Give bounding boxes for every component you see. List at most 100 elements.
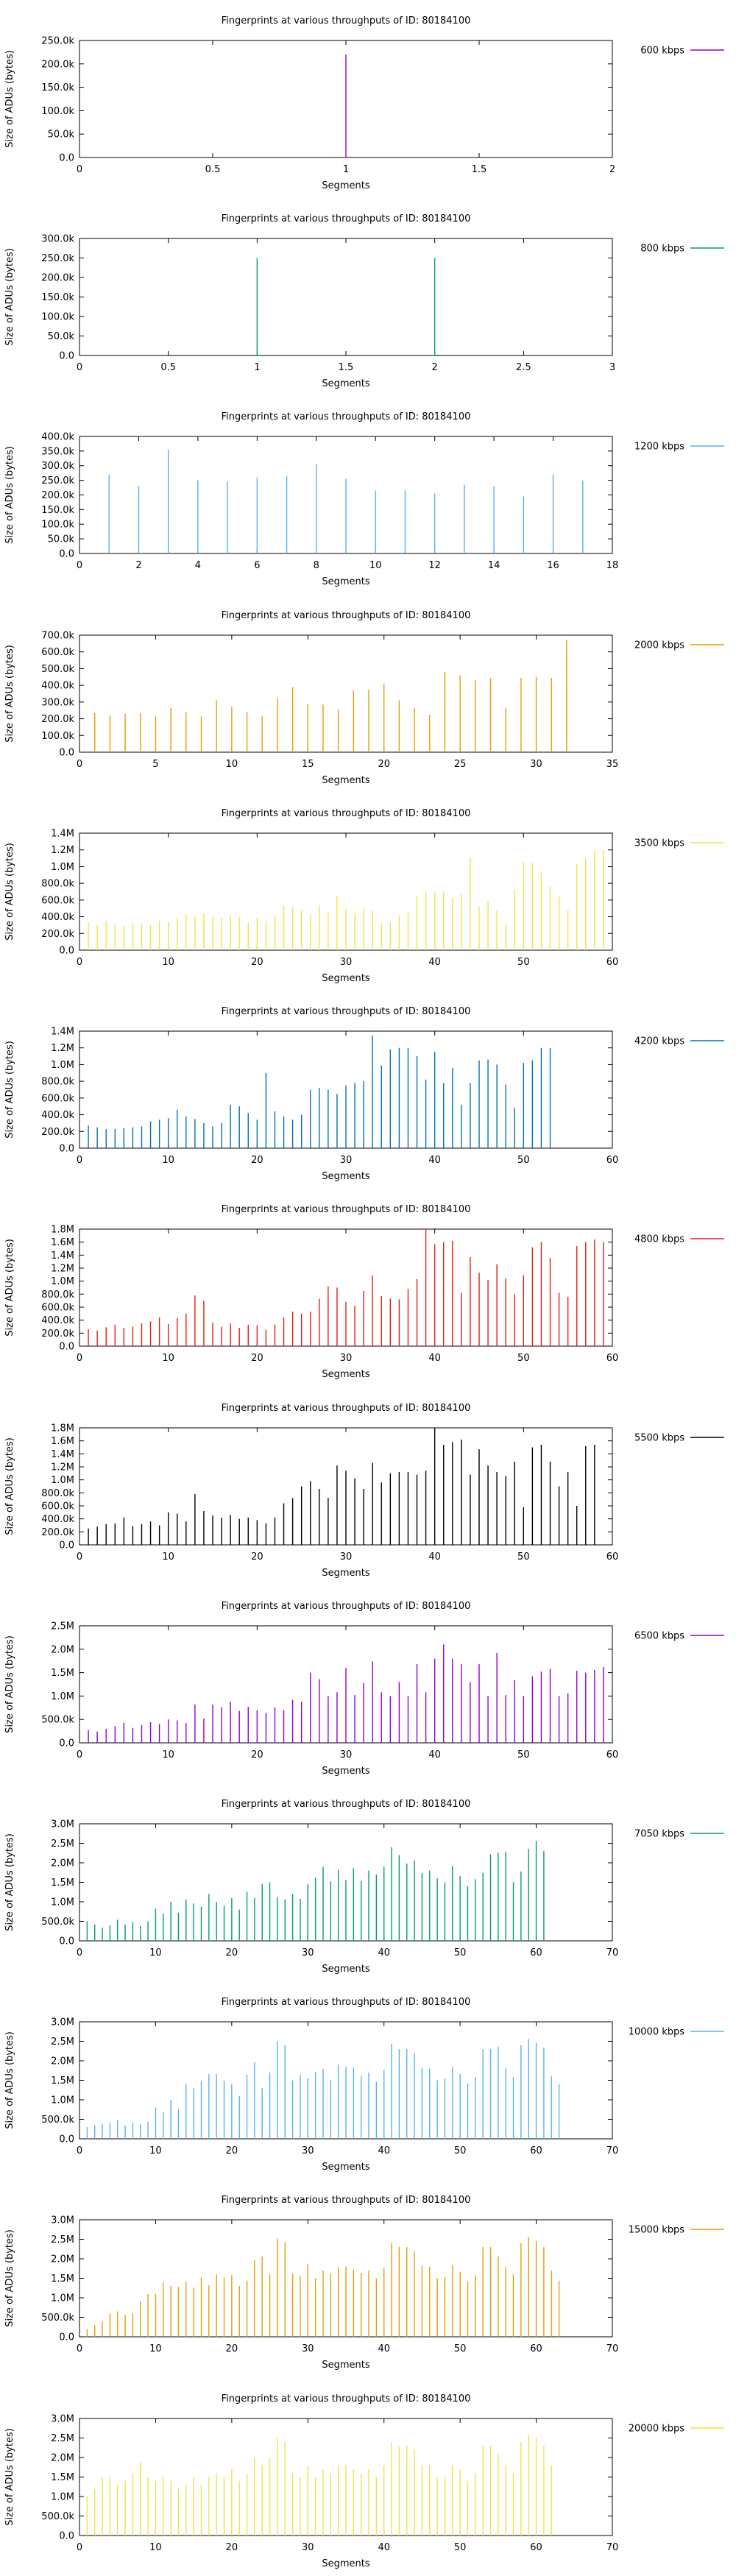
plot-frame xyxy=(79,634,613,753)
y-tick-label: 250.0k xyxy=(41,476,74,487)
legend-label: 4800 kbps xyxy=(634,1234,684,1245)
x-tick-label: 20 xyxy=(226,1947,238,1958)
y-tick-label: 600.0k xyxy=(41,1303,74,1314)
y-tick-label: 350.0k xyxy=(41,447,74,458)
y-tick-label: 2.5M xyxy=(51,2433,74,2444)
y-tick-label: 1.0M xyxy=(51,1276,74,1287)
x-tick-label: 0.5 xyxy=(205,164,221,175)
x-tick-label: 70 xyxy=(606,2343,619,2354)
x-tick-label: 20 xyxy=(251,957,263,968)
y-axis-label: Size of ADUs (bytes) xyxy=(4,1239,15,1337)
y-tick-label: 400.0k xyxy=(41,680,74,691)
y-tick-label: 500.0k xyxy=(41,664,74,675)
x-tick-label: 0 xyxy=(77,1749,82,1761)
x-axis-label: Segments xyxy=(322,1568,369,1579)
x-axis-label: Segments xyxy=(322,180,369,191)
x-tick-label: 30 xyxy=(340,1353,353,1364)
x-tick-label: 0 xyxy=(77,2542,82,2553)
x-tick-label: 30 xyxy=(302,2343,314,2354)
y-tick-label: 500.0k xyxy=(41,1714,74,1725)
chart-title: Fingerprints at various throughputs of I… xyxy=(222,610,471,621)
y-tick-label: 2.5M xyxy=(51,1621,74,1632)
y-tick-label: 0.0 xyxy=(59,549,74,560)
legend-label: 800 kbps xyxy=(640,244,684,255)
plot-frame xyxy=(79,1228,613,1347)
y-tick-label: 1.4M xyxy=(51,1027,74,1038)
legend-label: 7050 kbps xyxy=(634,1828,684,1839)
y-tick-label: 100.0k xyxy=(41,520,74,531)
x-tick-label: 60 xyxy=(530,2145,542,2156)
x-tick-label: 60 xyxy=(530,2542,542,2553)
y-tick-label: 100.0k xyxy=(41,106,74,117)
x-tick-label: 6 xyxy=(254,560,260,571)
y-tick-label: 3.0M xyxy=(51,2413,74,2424)
y-tick-label: 2.0M xyxy=(51,1858,74,1869)
y-tick-label: 2.0M xyxy=(51,2452,74,2463)
x-tick-label: 0 xyxy=(77,1947,82,1958)
y-axis-label: Size of ADUs (bytes) xyxy=(4,645,15,743)
plot-frame xyxy=(79,1030,613,1149)
x-tick-label: 30 xyxy=(530,759,542,770)
chart-panel-8: Fingerprints at various throughputs of I… xyxy=(4,1403,724,1579)
legend-label: 10000 kbps xyxy=(629,2027,684,2038)
y-tick-label: 250.0k xyxy=(41,35,74,46)
x-tick-label: 2 xyxy=(135,560,141,571)
x-axis-label: Segments xyxy=(322,1766,369,1777)
x-tick-label: 0 xyxy=(77,2145,82,2156)
x-tick-label: 5 xyxy=(152,759,158,770)
y-tick-label: 50.0k xyxy=(48,534,75,545)
y-tick-label: 0.0 xyxy=(59,2134,74,2145)
y-tick-label: 250.0k xyxy=(41,253,74,264)
x-tick-label: 70 xyxy=(606,2542,619,2553)
x-tick-label: 2 xyxy=(432,362,438,373)
x-tick-label: 10 xyxy=(162,1749,174,1761)
x-axis-label: Segments xyxy=(322,775,369,786)
y-tick-label: 500.0k xyxy=(41,2511,74,2522)
y-axis-label: Size of ADUs (bytes) xyxy=(4,1833,15,1931)
y-tick-label: 2.5M xyxy=(51,2234,74,2246)
y-tick-label: 200.0k xyxy=(41,714,74,725)
chart-title: Fingerprints at various throughputs of I… xyxy=(222,1799,471,1810)
chart-panel-9: Fingerprints at various throughputs of I… xyxy=(4,1601,724,1777)
chart-panel-12: Fingerprints at various throughputs of I… xyxy=(4,2195,724,2371)
x-tick-label: 40 xyxy=(378,1947,390,1958)
y-tick-label: 1.4M xyxy=(51,1250,74,1262)
x-tick-label: 20 xyxy=(226,2542,238,2553)
y-tick-label: 1.5M xyxy=(51,2076,74,2087)
x-tick-label: 30 xyxy=(302,1947,314,1958)
y-tick-label: 0.0 xyxy=(59,945,74,956)
y-tick-label: 1.6M xyxy=(51,1237,74,1248)
x-tick-label: 50 xyxy=(517,1353,530,1364)
x-tick-label: 14 xyxy=(488,560,500,571)
x-tick-label: 10 xyxy=(149,2145,162,2156)
x-axis-label: Segments xyxy=(322,2162,369,2173)
x-tick-label: 60 xyxy=(530,1947,542,1958)
x-tick-label: 10 xyxy=(149,2343,162,2354)
x-tick-label: 0.5 xyxy=(160,362,176,373)
y-tick-label: 1.2M xyxy=(51,1043,74,1054)
y-tick-label: 50.0k xyxy=(48,130,75,141)
x-tick-label: 60 xyxy=(606,1551,619,1563)
chart-panel-2: Fingerprints at various throughputs of I… xyxy=(4,213,724,389)
y-tick-label: 400.0k xyxy=(41,432,74,443)
chart-title: Fingerprints at various throughputs of I… xyxy=(222,213,471,224)
chart-title: Fingerprints at various throughputs of I… xyxy=(222,1006,471,1017)
x-tick-label: 60 xyxy=(606,1353,619,1364)
y-axis-label: Size of ADUs (bytes) xyxy=(4,1437,15,1535)
y-tick-label: 1.0M xyxy=(51,1897,74,1908)
x-axis-label: Segments xyxy=(322,973,369,984)
y-tick-label: 3.0M xyxy=(51,2017,74,2028)
y-axis-label: Size of ADUs (bytes) xyxy=(4,447,15,545)
x-tick-label: 30 xyxy=(340,1551,353,1563)
y-tick-label: 2.5M xyxy=(51,2037,74,2048)
x-tick-label: 0 xyxy=(77,759,82,770)
x-tick-label: 60 xyxy=(606,1155,619,1166)
x-tick-label: 10 xyxy=(162,1551,174,1563)
y-tick-label: 3.0M xyxy=(51,1819,74,1830)
y-tick-label: 500.0k xyxy=(41,2313,74,2324)
x-tick-label: 12 xyxy=(428,560,441,571)
chart-title: Fingerprints at various throughputs of I… xyxy=(222,1997,471,2008)
x-tick-label: 30 xyxy=(340,1155,353,1166)
y-axis-label: Size of ADUs (bytes) xyxy=(4,2031,15,2129)
